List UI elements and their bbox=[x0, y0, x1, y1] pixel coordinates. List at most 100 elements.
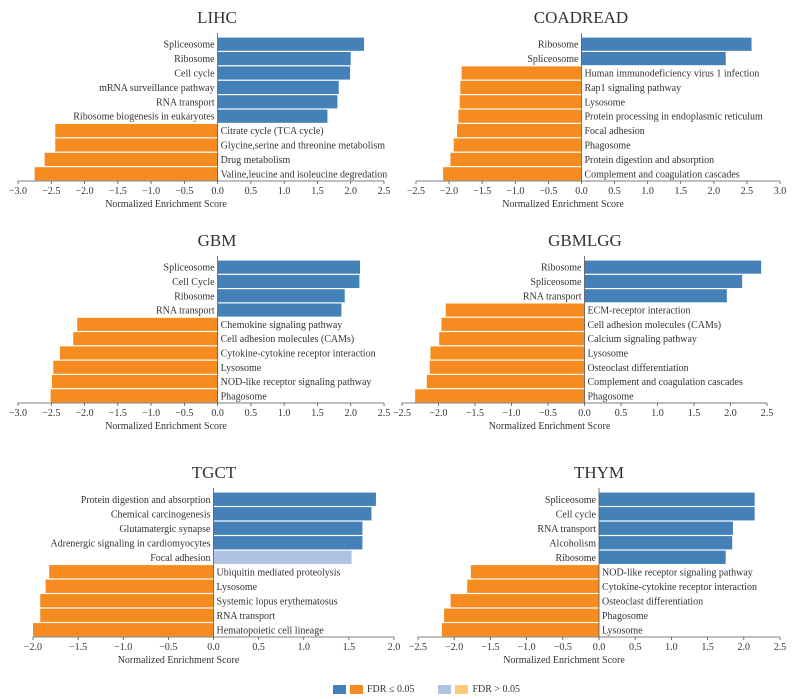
x-tick-label: −0.5 bbox=[539, 186, 557, 197]
x-tick-label: −0.5 bbox=[539, 408, 557, 419]
bar-label: ECM-receptor interaction bbox=[588, 306, 691, 317]
bar bbox=[467, 579, 599, 593]
bar bbox=[217, 37, 365, 51]
chart-title: LIHC bbox=[197, 8, 237, 27]
bar-label: Rap1 signaling pathway bbox=[584, 83, 681, 94]
bar-label: Lysosome bbox=[602, 625, 643, 636]
bar bbox=[217, 109, 328, 123]
bar-label: Citrate cycle (TCA cycle) bbox=[221, 126, 324, 137]
x-tick-label: −0.5 bbox=[175, 408, 193, 419]
bar-label: RNA transport bbox=[537, 524, 596, 535]
x-tick-label: 1.0 bbox=[665, 642, 678, 653]
bar bbox=[59, 346, 218, 360]
bar-label: Osteoclast differentiation bbox=[588, 363, 689, 374]
bar bbox=[581, 52, 726, 66]
bar bbox=[443, 167, 582, 181]
bar-label: Lysosome bbox=[217, 582, 258, 593]
legend-label-nonsig: FDR > 0.05 bbox=[472, 684, 521, 695]
bar-label: Focal adhesion bbox=[584, 126, 644, 137]
bar-label: Osteoclast differentiation bbox=[602, 596, 703, 607]
x-tick-label: 0.5 bbox=[245, 186, 258, 197]
x-tick-label: −3.0 bbox=[9, 408, 27, 419]
x-tick-label: −2.5 bbox=[393, 408, 411, 419]
x-tick-label: 2.0 bbox=[344, 186, 357, 197]
bar-label: Ribosome bbox=[174, 291, 215, 302]
bar-label: Ribosome bbox=[538, 40, 579, 51]
bar bbox=[429, 360, 585, 374]
bar bbox=[217, 52, 351, 66]
bar-label: Hematopoietic cell lineage bbox=[217, 625, 325, 636]
x-tick-label: −1.5 bbox=[109, 408, 127, 419]
legend-swatch-pos-sig bbox=[333, 685, 346, 694]
x-tick-label: 2.0 bbox=[708, 186, 721, 197]
x-tick-label: 2.5 bbox=[378, 186, 391, 197]
x-tick-label: −2.5 bbox=[42, 408, 60, 419]
x-tick-label: 0.0 bbox=[575, 186, 588, 197]
x-axis-label: Normalized Enrichment Score bbox=[489, 421, 611, 432]
bar-label: Valine,leucine and isoleucine degredatio… bbox=[221, 169, 388, 180]
bar bbox=[40, 608, 214, 622]
x-tick-label: −2.0 bbox=[75, 186, 93, 197]
bar-label: Spliceosome bbox=[527, 54, 579, 65]
x-tick-label: 0.0 bbox=[593, 642, 606, 653]
x-tick-label: −1.0 bbox=[506, 186, 524, 197]
x-tick-label: 0.5 bbox=[245, 408, 258, 419]
bar-label: Cell cycle bbox=[556, 509, 597, 520]
bar-label: Glycine,serine and threonine metabolism bbox=[221, 141, 386, 152]
bar bbox=[584, 274, 743, 288]
x-tick-label: −2.0 bbox=[429, 408, 447, 419]
bar bbox=[599, 507, 755, 521]
x-tick-label: 1.5 bbox=[343, 642, 356, 653]
bar-label: Spliceosome bbox=[530, 277, 582, 288]
x-tick-label: −1.5 bbox=[109, 186, 127, 197]
bar-label: Complement and coagulation cascades bbox=[584, 169, 739, 180]
x-tick-label: 1.0 bbox=[278, 186, 291, 197]
x-tick-label: 1.5 bbox=[311, 408, 324, 419]
bar bbox=[415, 389, 585, 403]
x-tick-label: 0.0 bbox=[578, 408, 591, 419]
x-tick-label: −2.5 bbox=[42, 186, 60, 197]
x-tick-label: 1.0 bbox=[278, 408, 291, 419]
bar bbox=[461, 66, 582, 80]
bar bbox=[599, 550, 726, 564]
bar-label: Chemokine signaling pathway bbox=[221, 320, 343, 331]
x-tick-label: −1.0 bbox=[114, 642, 132, 653]
bar bbox=[217, 274, 360, 288]
x-tick-label: 1.0 bbox=[298, 642, 311, 653]
bar bbox=[453, 138, 582, 152]
bar-label: Lysosome bbox=[588, 348, 629, 359]
bar-label: Spliceosome bbox=[545, 495, 597, 506]
bar-label: Phagosome bbox=[584, 141, 631, 152]
bar bbox=[34, 167, 218, 181]
bar bbox=[439, 332, 585, 346]
x-tick-label: 0.5 bbox=[252, 642, 265, 653]
bar bbox=[213, 550, 352, 564]
chart-title: GBMLGG bbox=[548, 231, 622, 250]
x-axis-label: Normalized Enrichment Score bbox=[118, 655, 240, 666]
x-tick-label: −2.5 bbox=[409, 642, 427, 653]
x-tick-label: −3.0 bbox=[9, 186, 27, 197]
bar bbox=[599, 521, 733, 535]
x-axis-label: Normalized Enrichment Score bbox=[502, 199, 624, 210]
bar-label: Focal adhesion bbox=[150, 553, 210, 564]
bar-label: RNA transport bbox=[217, 611, 276, 622]
x-tick-label: −2.5 bbox=[407, 186, 425, 197]
chart-title: THYM bbox=[574, 463, 624, 482]
x-tick-label: 2.0 bbox=[388, 642, 401, 653]
x-tick-label: 2.0 bbox=[724, 408, 737, 419]
x-tick-label: 0.5 bbox=[608, 186, 621, 197]
x-tick-label: −1.5 bbox=[69, 642, 87, 653]
bar-label: Protein digestion and absorption bbox=[584, 155, 714, 166]
x-tick-label: −1.0 bbox=[142, 408, 160, 419]
bar-label: Cell adhesion molecules (CAMs) bbox=[588, 320, 722, 331]
bar-label: Protein processing in endoplasmic reticu… bbox=[584, 112, 763, 123]
bar-label: Lysosome bbox=[584, 97, 625, 108]
bar bbox=[426, 375, 585, 389]
x-tick-label: 0.0 bbox=[207, 642, 220, 653]
legend-label-sig: FDR ≤ 0.05 bbox=[367, 684, 415, 695]
bar bbox=[217, 260, 361, 274]
bar-label: Drug metabolism bbox=[221, 155, 291, 166]
x-tick-label: −1.5 bbox=[473, 186, 491, 197]
x-tick-label: −1.0 bbox=[518, 642, 536, 653]
